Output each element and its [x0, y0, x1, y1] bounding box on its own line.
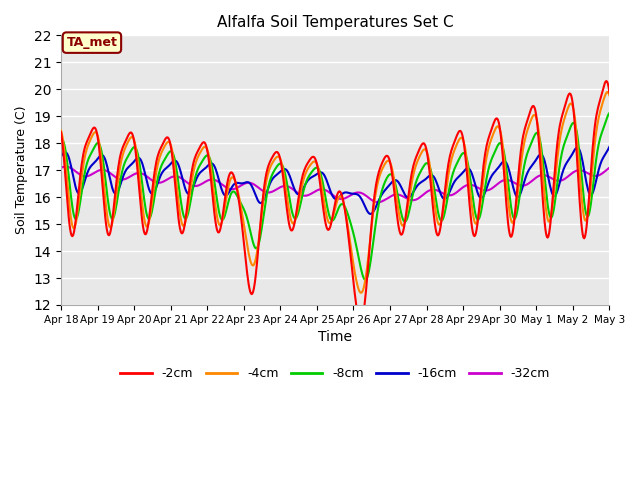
Legend: -2cm, -4cm, -8cm, -16cm, -32cm: -2cm, -4cm, -8cm, -16cm, -32cm: [115, 362, 555, 385]
Y-axis label: Soil Temperature (C): Soil Temperature (C): [15, 106, 28, 234]
Title: Alfalfa Soil Temperatures Set C: Alfalfa Soil Temperatures Set C: [217, 15, 454, 30]
Text: TA_met: TA_met: [67, 36, 117, 49]
X-axis label: Time: Time: [318, 330, 352, 344]
